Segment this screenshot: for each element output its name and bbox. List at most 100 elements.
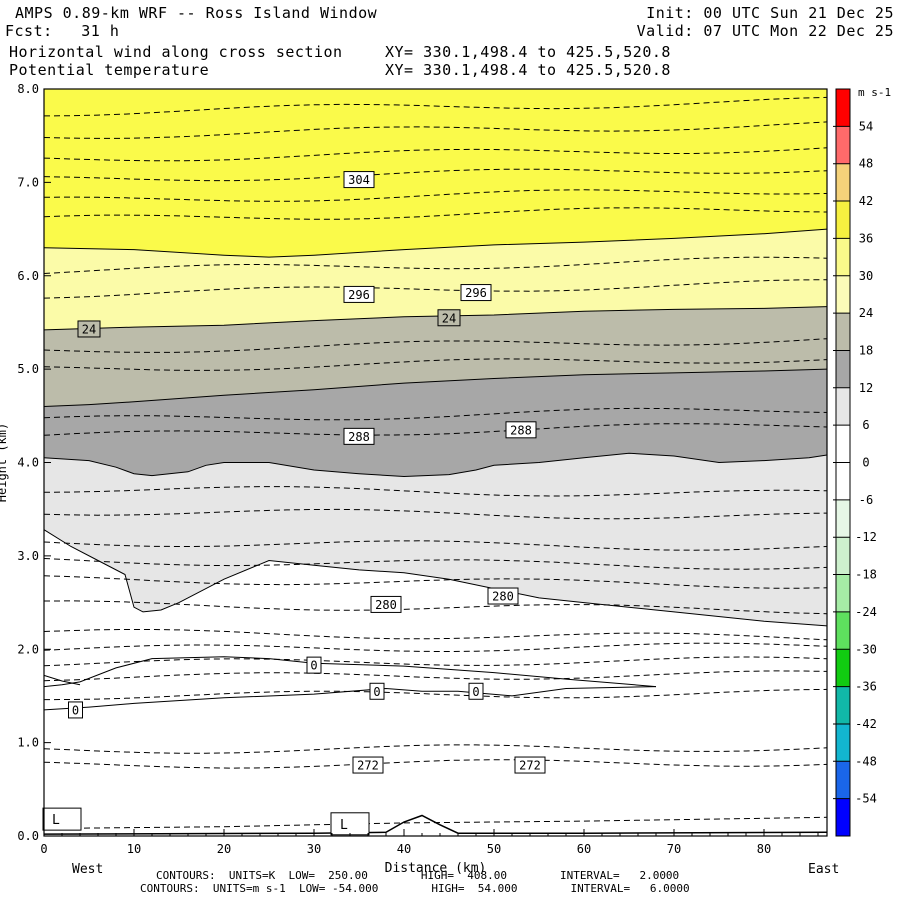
y-tick-label: 4.0 [17,456,39,470]
theta-contour-line [43,256,828,274]
wind-fill-layer [44,89,827,626]
header-title: AMPS 0.89-km WRF -- Ross Island Window [15,4,378,22]
colorbar-label: 12 [859,381,873,395]
theta-label: 288 [348,430,370,444]
wind-label-box [468,682,484,700]
x-tick-label: 60 [577,842,591,856]
y-tick-label: 5.0 [17,362,39,376]
colorbar-label: 18 [859,343,873,357]
colorbar: 54 48 42 36 30 24 18 12 6 0 -6 -12 -18 -24 -30 -36 -42 -4… [833,86,891,837]
theta-contour-line [43,575,828,589]
colorbar-swatch [836,275,850,314]
colorbar-swatch [836,723,850,762]
colorbar-swatch [836,387,850,426]
x-tick-label: 0 [40,842,47,856]
wind-contour-line [43,228,828,258]
theta-contour-line [43,670,828,682]
header-init: Init: 00 UTC Sun 21 Dec 25 [646,4,894,22]
y-tick-label: 7.0 [17,175,39,189]
wind-zero-contour [43,686,657,711]
wind-band-12 [44,369,827,477]
y-axis-label: Height (km) [0,423,9,502]
theta-label: 280 [375,598,397,612]
colorbar-swatch [836,313,850,351]
colorbar-label: -48 [855,754,877,768]
wind-band-24 [44,229,827,330]
colorbar-label: 54 [859,119,873,133]
wind-zero-contour [43,656,657,688]
colorbar-label: -24 [855,605,877,619]
low-marker-box [330,812,370,836]
theta-label: 288 [510,423,532,437]
low-marker-box [42,807,82,831]
colorbar-label: 6 [862,418,869,432]
wind-contour-line [43,368,828,407]
x-tick-label: 70 [667,842,681,856]
header-xy2: XY= 330.1,498.4 to 425.5,520.8 [385,61,671,79]
theta-contour-line [43,486,828,497]
x-axis-label: Distance (km) [385,861,487,876]
x-end-label-west: West [72,862,103,877]
footer-contours-theta: CONTOURS: UNITS=K LOW= 250.00 HIGH= 408.… [156,869,680,882]
theta-contour-line [43,358,828,371]
colorbar-swatch [836,611,850,650]
x-tick-label: 80 [757,842,771,856]
theta-contour-line [43,540,828,551]
colorbar-swatch [836,499,850,538]
wind-zero-contour [43,674,81,686]
colorbar-swatch [836,574,850,613]
colorbar-swatch [836,350,850,389]
colorbar-unit: m s-1 [858,86,891,99]
wind-label: 24 [442,311,456,325]
wind-label-box [437,309,461,327]
theta-contour-line [43,147,828,162]
x-tick-label: 30 [307,842,321,856]
colorbar-swatch [836,462,850,501]
colorbar-swatch [836,201,850,239]
theta-label-box [343,285,375,303]
theta-label-box [343,427,375,445]
low-marker: L [52,813,60,828]
colorbar-label: -6 [859,493,873,507]
colorbar-swatch [836,89,850,127]
x-tick-label: 40 [397,842,411,856]
axes-layer: 0 10 20 30 40 50 60 70 800.01.02.03.04.05.06.07.… [0,82,839,877]
theta-label: 304 [348,173,370,187]
theta-label-box [505,421,537,439]
theta-label: 296 [465,286,487,300]
wind-label-box [68,701,83,719]
x-tick-label: 20 [217,842,231,856]
footer-contours-wind: CONTOURS: UNITS=m s-1 LOW= -54.000 HIGH=… [140,882,690,895]
wind-band-6 [44,453,827,626]
theta-label-box [514,756,546,774]
theta-label-box [343,171,375,189]
theta-label-box [352,756,384,774]
colorbar-swatch [836,686,850,725]
y-tick-label: 3.0 [17,549,39,563]
theta-contour-line [43,168,828,182]
y-tick-label: 1.0 [17,736,39,750]
theta-contour-line [43,600,828,615]
colorbar-label: -12 [855,530,877,544]
x-tick-label: 10 [127,842,141,856]
colorbar-label: -36 [855,680,877,694]
colorbar-label: -54 [855,792,877,806]
colorbar-label: 48 [859,157,873,171]
theta-label: 272 [357,759,379,773]
terrain-line [43,814,828,835]
colorbar-label: 30 [859,269,873,283]
colorbar-label: 42 [859,194,873,208]
theta-label: 272 [519,759,541,773]
colorbar-swatch [836,425,850,463]
colorbar-swatch [836,761,850,800]
wind-label: 24 [82,322,96,336]
header-forecast: Fcst: 31 h [5,22,120,40]
label-layer: 304 296 296 288 288 280 280 272 272 24 24 0 0 0 0 L L [42,171,546,836]
theta-contour-line [43,642,828,653]
y-tick-label: 0.0 [17,829,39,843]
theta-contour-line [43,759,828,769]
wind-label-box [369,682,385,700]
colorbar-label: 0 [862,456,869,470]
header-field2: Potential temperature [9,61,210,79]
